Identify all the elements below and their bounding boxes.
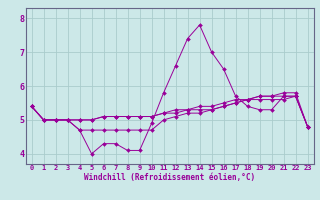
X-axis label: Windchill (Refroidissement éolien,°C): Windchill (Refroidissement éolien,°C)	[84, 173, 255, 182]
